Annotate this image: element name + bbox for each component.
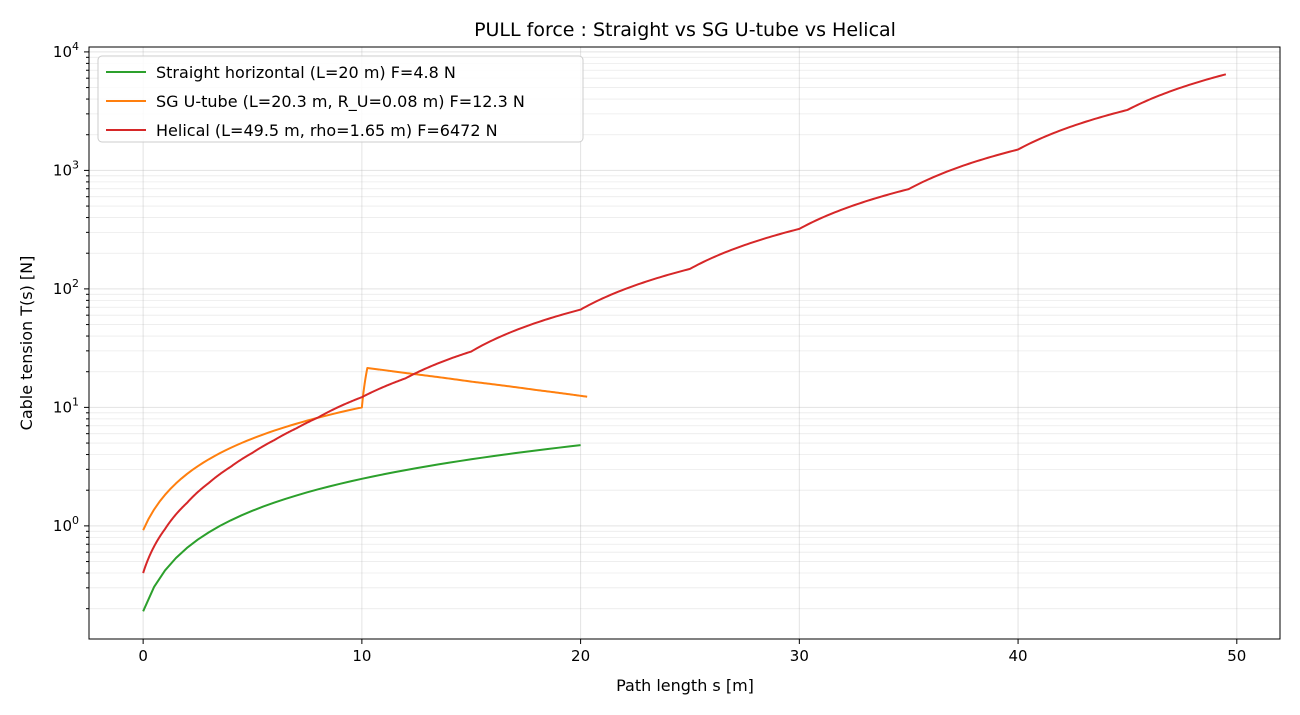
y-tick-exponent: 4 [72,40,79,53]
series-line-2 [142,73,1227,574]
grid [89,47,1280,639]
series-line-1 [142,366,588,531]
y-tick-label: 100 [53,514,79,535]
x-tick-label: 10 [352,647,371,665]
y-tick-label: 103 [53,158,79,179]
y-tick-base: 10 [53,43,72,61]
legend-label-2: Helical (L=49.5 m, rho=1.65 m) F=6472 N [156,121,498,140]
x-tick-label: 30 [790,647,809,665]
y-tick-exponent: 2 [72,277,79,290]
y-tick-base: 10 [53,280,72,298]
y-tick-exponent: 1 [72,395,79,408]
y-tick-exponent: 3 [72,158,79,171]
legend-label-0: Straight horizontal (L=20 m) F=4.8 N [156,63,456,82]
x-tick-label: 50 [1227,647,1246,665]
plot-frame [88,46,1281,640]
x-axis-label: Path length s [m] [616,676,754,695]
y-tick-base: 10 [53,517,72,535]
series-lines [142,73,1227,612]
series-line-0 [142,444,581,612]
y-tick-label: 102 [53,277,79,298]
x-tick-label: 0 [138,647,148,665]
y-tick-base: 10 [53,398,72,416]
y-tick-base: 10 [53,161,72,179]
y-tick-label: 101 [53,395,79,416]
x-tick-label: 40 [1009,647,1028,665]
y-tick-exponent: 0 [72,514,79,527]
legend-box [97,55,584,143]
chart-title: PULL force : Straight vs SG U-tube vs He… [474,19,896,41]
legend-label-1: SG U-tube (L=20.3 m, R_U=0.08 m) F=12.3 … [156,92,525,112]
legend: Straight horizontal (L=20 m) F=4.8 N SG U… [97,55,584,143]
y-tick-label: 104 [53,40,79,61]
x-tick-label: 20 [571,647,590,665]
y-axis-label: Cable tension T(s) [N] [17,256,36,431]
